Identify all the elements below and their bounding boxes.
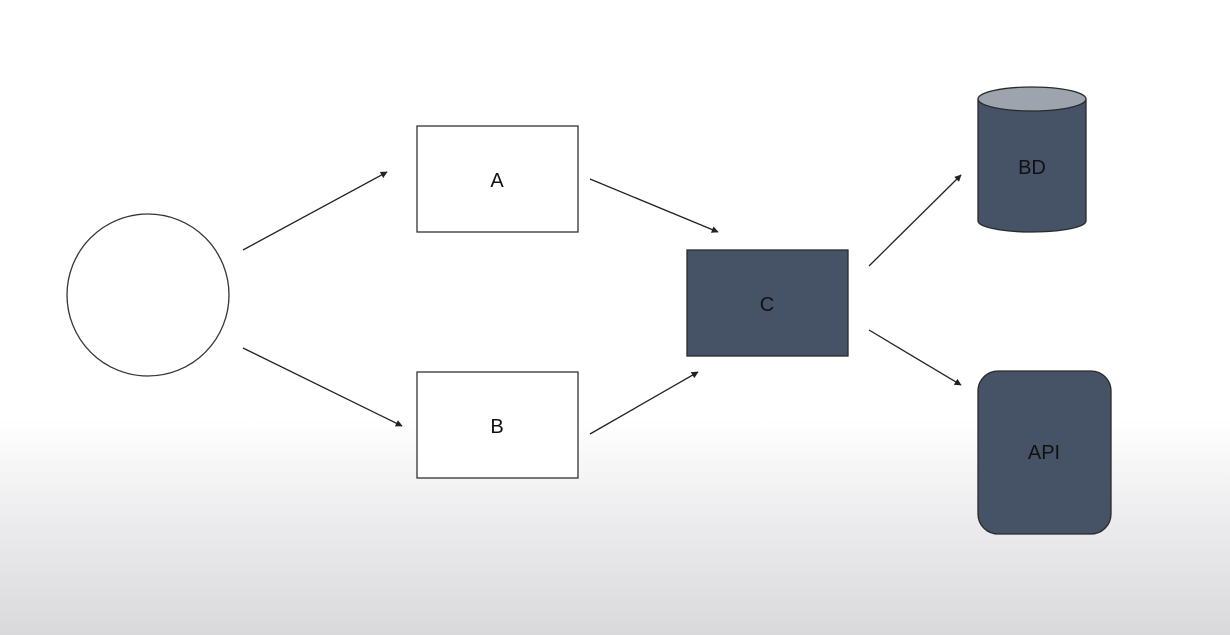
edge-c-to-bd — [868, 174, 962, 267]
node-b-box — [416, 371, 579, 479]
node-b-label: B — [490, 416, 503, 438]
node-bd-label: BD — [1018, 157, 1046, 179]
edge-a-to-c — [589, 178, 719, 233]
start-circle — [66, 213, 230, 377]
node-a-label: A — [490, 170, 504, 192]
edges — [242, 171, 962, 435]
node-a-box — [416, 125, 579, 233]
node-a[interactable]: A — [416, 125, 579, 233]
edge-start-to-a — [242, 171, 388, 251]
node-start[interactable] — [66, 213, 230, 377]
node-bd[interactable]: BD — [977, 86, 1087, 233]
api-box — [977, 370, 1112, 535]
bd-cylinder-top — [977, 86, 1087, 112]
node-c-label: C — [760, 294, 774, 316]
edge-b-to-c — [589, 371, 699, 435]
node-api[interactable]: API — [977, 370, 1112, 535]
edge-start-to-b — [242, 347, 403, 427]
node-c[interactable]: C — [686, 249, 849, 357]
node-c-box — [686, 249, 849, 357]
edge-c-to-api — [868, 329, 962, 386]
bd-cylinder-body — [977, 98, 1087, 233]
node-api-label: API — [1028, 442, 1060, 464]
node-b[interactable]: B — [416, 371, 579, 479]
